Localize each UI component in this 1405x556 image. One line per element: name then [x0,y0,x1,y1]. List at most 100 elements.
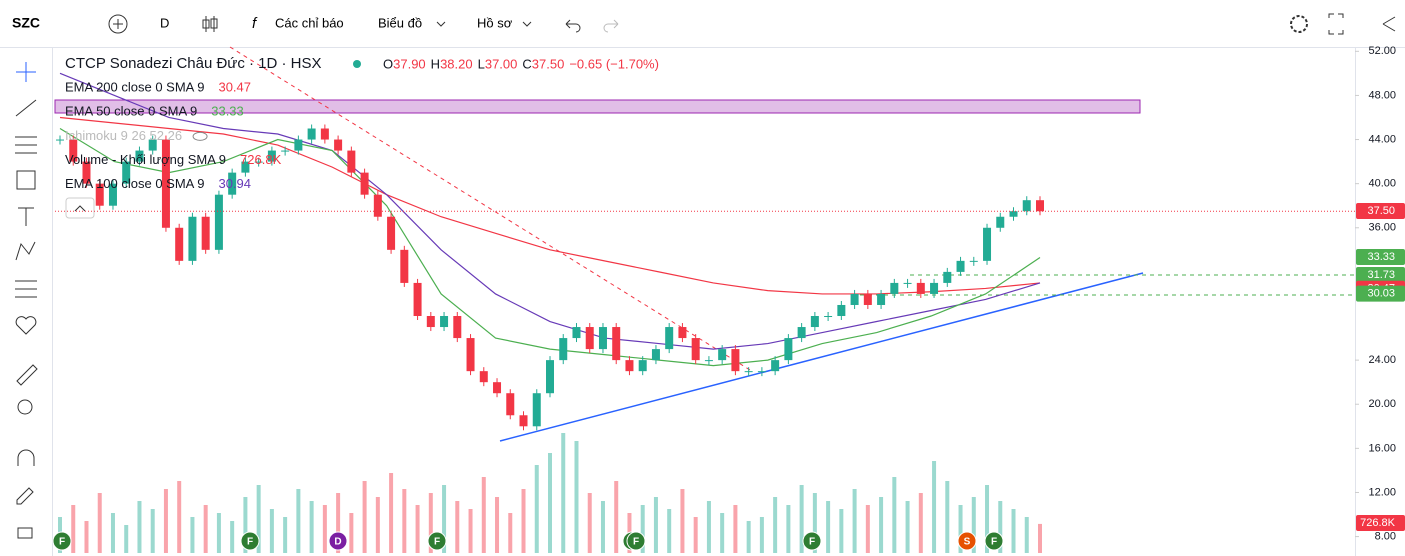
line-tool[interactable] [15,99,37,117]
volume-bar [985,485,990,553]
fullscreen[interactable] [1328,13,1344,35]
candle-body [320,128,329,140]
magnet-tool[interactable] [17,449,35,466]
redo[interactable] [603,19,619,33]
shape-tool[interactable] [16,170,36,190]
forecast-tool[interactable] [15,280,37,298]
volume-bar [389,473,394,553]
volume-bar [150,509,155,553]
undo[interactable] [565,19,581,33]
indicator-name[interactable]: Volume - Khối lượng SMA 9 [65,152,226,167]
y-tick-label: 48.00 [1368,89,1396,101]
volume-bar [84,521,89,553]
event-marker[interactable] [427,531,447,551]
candle-body [771,360,780,372]
event-marker[interactable] [957,531,977,551]
fib-tool[interactable] [15,136,37,154]
volume-bar [905,501,910,553]
indicator-value: 33.33 [211,104,244,119]
interval[interactable]: D [160,15,169,30]
volume-bar [110,513,115,553]
candle-body [413,282,422,317]
candle-body [334,139,343,151]
ruler-tool[interactable] [16,364,38,386]
volume-bar [203,505,208,553]
event-marker[interactable] [626,531,646,551]
event-marker[interactable] [802,531,822,551]
candle-body [201,216,210,250]
trend-line-dashed [229,46,751,371]
ohlc-value: 38.20 [440,56,473,71]
candle-body [824,316,833,318]
fx-icon: f [252,15,258,32]
lock-tool[interactable] [17,527,33,539]
symbol[interactable]: SZC [12,15,40,31]
ohlc-value: 37.50 [532,56,565,71]
zoom-tool[interactable] [17,399,33,415]
volume-bar [614,481,619,553]
y-tick-label: 40.00 [1368,178,1396,190]
event-marker[interactable] [984,531,1004,551]
hidden-icon[interactable] [192,131,208,141]
volume-bar [918,493,923,553]
chevron [522,21,532,27]
indicators-button[interactable]: Các chỉ báo [275,15,344,30]
price-tag-label: 30.03 [1367,288,1395,300]
crosshair-tool[interactable] [16,62,36,82]
y-tick-label: 20.00 [1368,398,1396,410]
price-tag-label: 31.73 [1367,269,1395,281]
candle-body [585,327,594,350]
candle-body [532,393,541,427]
volume-bar [839,509,844,553]
candle-body [598,327,607,350]
volume-bar [799,485,804,553]
indicator-name[interactable]: EMA 100 close 0 SMA 9 [65,176,204,191]
volume-bar [693,517,698,553]
volume-bar [322,505,327,553]
profile-button[interactable]: Hồ sơ [477,15,513,30]
indicator-name[interactable]: EMA 200 close 0 SMA 9 [65,79,204,94]
candle-body [267,150,276,162]
indicator-name[interactable]: Ichimoku 9 26 52 26 [65,128,182,143]
volume-bar [932,461,937,553]
chart-button[interactable]: Biểu đồ [378,15,422,30]
volume-bar [733,505,738,553]
collapse-legend[interactable] [65,197,95,219]
status-dot [353,60,361,68]
event-marker[interactable] [328,531,348,551]
candle-body [718,349,727,361]
y-tick-label: 36.00 [1368,222,1396,234]
chart-type-icon[interactable] [202,16,218,32]
candle-body [281,150,290,152]
candle-body [943,271,952,283]
y-tick-label: 16.00 [1368,442,1396,454]
pattern-tool[interactable] [15,241,36,261]
text-tool[interactable] [18,207,34,226]
volume-bar [706,501,711,553]
volume-bar [971,497,976,553]
collapse-icon [74,205,86,212]
volume-bar [786,505,791,553]
candle-body [797,327,806,339]
y-tick-label: 12.00 [1368,486,1396,498]
indicator-value: 726.8K [240,152,282,167]
settings[interactable] [1290,15,1308,33]
y-tick-label: 52.00 [1368,45,1396,57]
event-marker[interactable] [52,531,72,551]
volume-bar [521,489,526,553]
share[interactable] [1382,16,1396,32]
highlight-zone [54,99,1141,114]
add-symbol[interactable] [108,14,128,34]
volume-bar [442,485,447,553]
lock-draw-tool[interactable] [16,487,34,505]
event-marker[interactable] [240,531,260,551]
candle-body [175,227,184,261]
indicator-name[interactable]: EMA 50 close 0 SMA 9 [65,104,197,119]
volume-bar [428,493,433,553]
volume-bar [216,513,221,553]
volume-bar [137,501,142,553]
plot: FFDFFFFSF [52,72,1044,553]
favorite-tool[interactable] [15,316,37,335]
volume-bar [508,513,513,553]
